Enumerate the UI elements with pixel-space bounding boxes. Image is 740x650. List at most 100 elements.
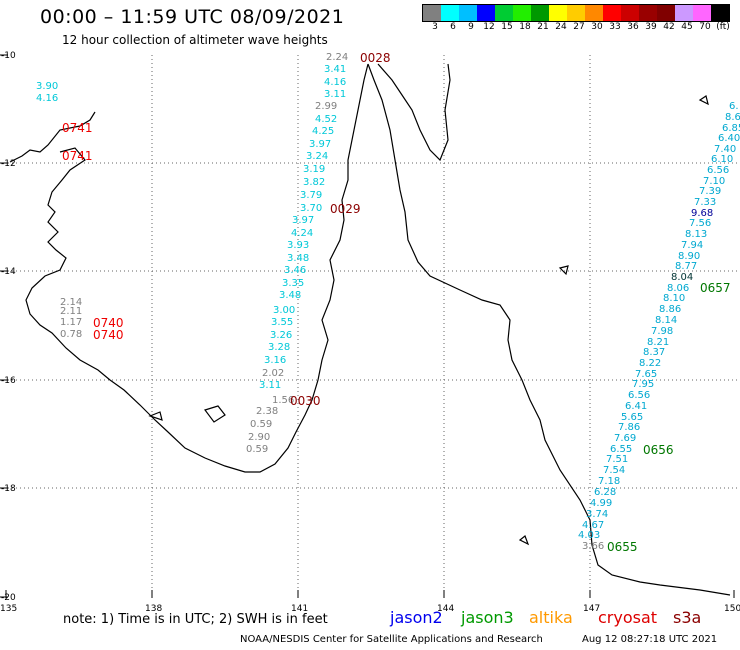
- wave-height-value: 3.28: [268, 342, 291, 353]
- wave-height-value: 3.16: [264, 355, 287, 366]
- wave-height-value: 3.90: [36, 81, 59, 92]
- color-scale-label: 3: [432, 22, 438, 32]
- wave-height-value: 8.86: [659, 304, 682, 315]
- wave-height-value: 7.18: [598, 476, 621, 487]
- longitude-label: 141: [291, 604, 308, 614]
- wave-height-value: 3.24: [306, 151, 329, 162]
- color-scale-label: 42: [663, 22, 675, 32]
- color-swatch: [603, 5, 621, 21]
- wave-height-value: 3.48: [279, 290, 302, 301]
- wave-height-value: 3.97: [309, 139, 332, 150]
- wave-height-value: 3.35: [282, 278, 305, 289]
- wave-height-value: 3.19: [303, 164, 326, 175]
- wave-height-value: 7.33: [694, 197, 717, 208]
- wave-height-value: 4.67: [582, 520, 605, 531]
- wave-height-value: 3.41: [324, 64, 347, 75]
- wave-height-value: 0.59: [246, 444, 269, 455]
- wave-height-value: 1.17: [60, 317, 83, 328]
- longitude-label: 150: [724, 604, 740, 614]
- wave-height-value: 2.02: [262, 368, 285, 379]
- pass-time-label: 0740: [93, 328, 124, 342]
- wave-height-value: 0.78: [60, 329, 83, 340]
- color-scale-label: 15: [501, 22, 513, 32]
- longitude-labels: 135 138 141 144 147 150: [0, 604, 740, 614]
- color-swatch: [513, 5, 531, 21]
- longitude-label: 144: [437, 604, 454, 614]
- color-scale-label: 45: [681, 22, 693, 32]
- color-swatch: [621, 5, 639, 21]
- wave-height-value: 3.93: [287, 240, 310, 251]
- wave-height-value: 3.46: [284, 265, 307, 276]
- latitude-label: -20: [1, 593, 16, 603]
- generation-timestamp: Aug 12 08:27:18 UTC 2021: [582, 634, 718, 645]
- wave-height-value: 3.79: [300, 190, 323, 201]
- color-scale-label: 27: [573, 22, 585, 32]
- color-swatch: [495, 5, 513, 21]
- color-scale-label: 39: [645, 22, 657, 32]
- coastline-top-end: [9, 63, 369, 473]
- coastline: [9, 63, 731, 596]
- wave-height-value: 2.38: [256, 406, 279, 417]
- wave-height-value: 2.14: [60, 297, 83, 308]
- wave-height-value: 8.04: [671, 272, 694, 283]
- latitude-label: -12: [1, 159, 16, 169]
- latitude-label: -14: [1, 267, 16, 277]
- longitude-label: 147: [583, 604, 600, 614]
- wave-height-value: 7.56: [689, 218, 712, 229]
- wave-height-value: 2.90: [248, 432, 271, 443]
- longitude-label: 138: [145, 604, 162, 614]
- wave-height-value: 5.65: [621, 412, 644, 423]
- wave-height-value: 8.77: [675, 261, 698, 272]
- wave-height-value: 3.11: [259, 380, 282, 391]
- wave-height-value: 6.56: [707, 165, 730, 176]
- wave-height-value: 4.25: [312, 126, 335, 137]
- pass-time-label: 0655: [607, 540, 638, 554]
- pass-time-label: 0656: [643, 443, 674, 457]
- wave-height-value: 7.54: [603, 465, 626, 476]
- color-scale-label: 36: [627, 22, 639, 32]
- wave-height-value: 3.97: [292, 215, 315, 226]
- color-scale-label: 70: [699, 22, 711, 32]
- color-swatch: [657, 5, 675, 21]
- coastline-png: [377, 63, 451, 162]
- wave-height-value: 7.65: [635, 369, 658, 380]
- pass-time-label: 0741: [62, 149, 93, 163]
- wave-height-value: 6.40: [718, 133, 740, 144]
- color-swatch: [675, 5, 693, 21]
- wave-height-value: 2.11: [60, 306, 83, 317]
- wave-height-value: 8.10: [663, 293, 686, 304]
- color-swatch: [693, 5, 711, 21]
- color-swatch: [441, 5, 459, 21]
- pass-time-label: 0029: [330, 202, 361, 216]
- satellite-legend-item: cryosat: [598, 608, 658, 627]
- color-swatch: [567, 5, 585, 21]
- latitude-label: -10: [1, 51, 16, 61]
- wave-height-value: 3.70: [300, 203, 323, 214]
- map-subtitle: 12 hour collection of altimeter wave hei…: [62, 33, 328, 47]
- wave-height-value: 6.28: [594, 487, 617, 498]
- wave-height-value: 9.68: [691, 208, 714, 219]
- wave-height-value: 6.55: [610, 444, 633, 455]
- color-swatch: [711, 5, 729, 21]
- color-swatch: [477, 5, 495, 21]
- wave-height-value: 4.16: [324, 77, 347, 88]
- wave-height-value: 3.48: [287, 253, 310, 264]
- wave-height-value: 7.95: [632, 379, 655, 390]
- wave-height-value: 8.14: [655, 315, 678, 326]
- wave-height-value: 7.39: [699, 186, 722, 197]
- color-scale-label: 24: [555, 22, 567, 32]
- color-scale-label: 21: [537, 22, 549, 32]
- color-swatch: [585, 5, 603, 21]
- wave-height-value: 7.69: [614, 433, 637, 444]
- color-scale-label: 18: [519, 22, 531, 32]
- wave-height-value: 4.52: [315, 114, 338, 125]
- wave-height-value: 8.90: [678, 251, 701, 262]
- wave-height-value: 8.06: [667, 283, 690, 294]
- wave-height-value: 7.10: [703, 176, 726, 187]
- wave-height-value: 2.99: [315, 101, 338, 112]
- pass-time-label: 0657: [700, 281, 731, 295]
- wave-height-value: 4.16: [36, 93, 59, 104]
- satellite-legend-item: altika: [529, 608, 573, 627]
- wave-height-value: 8.21: [647, 337, 670, 348]
